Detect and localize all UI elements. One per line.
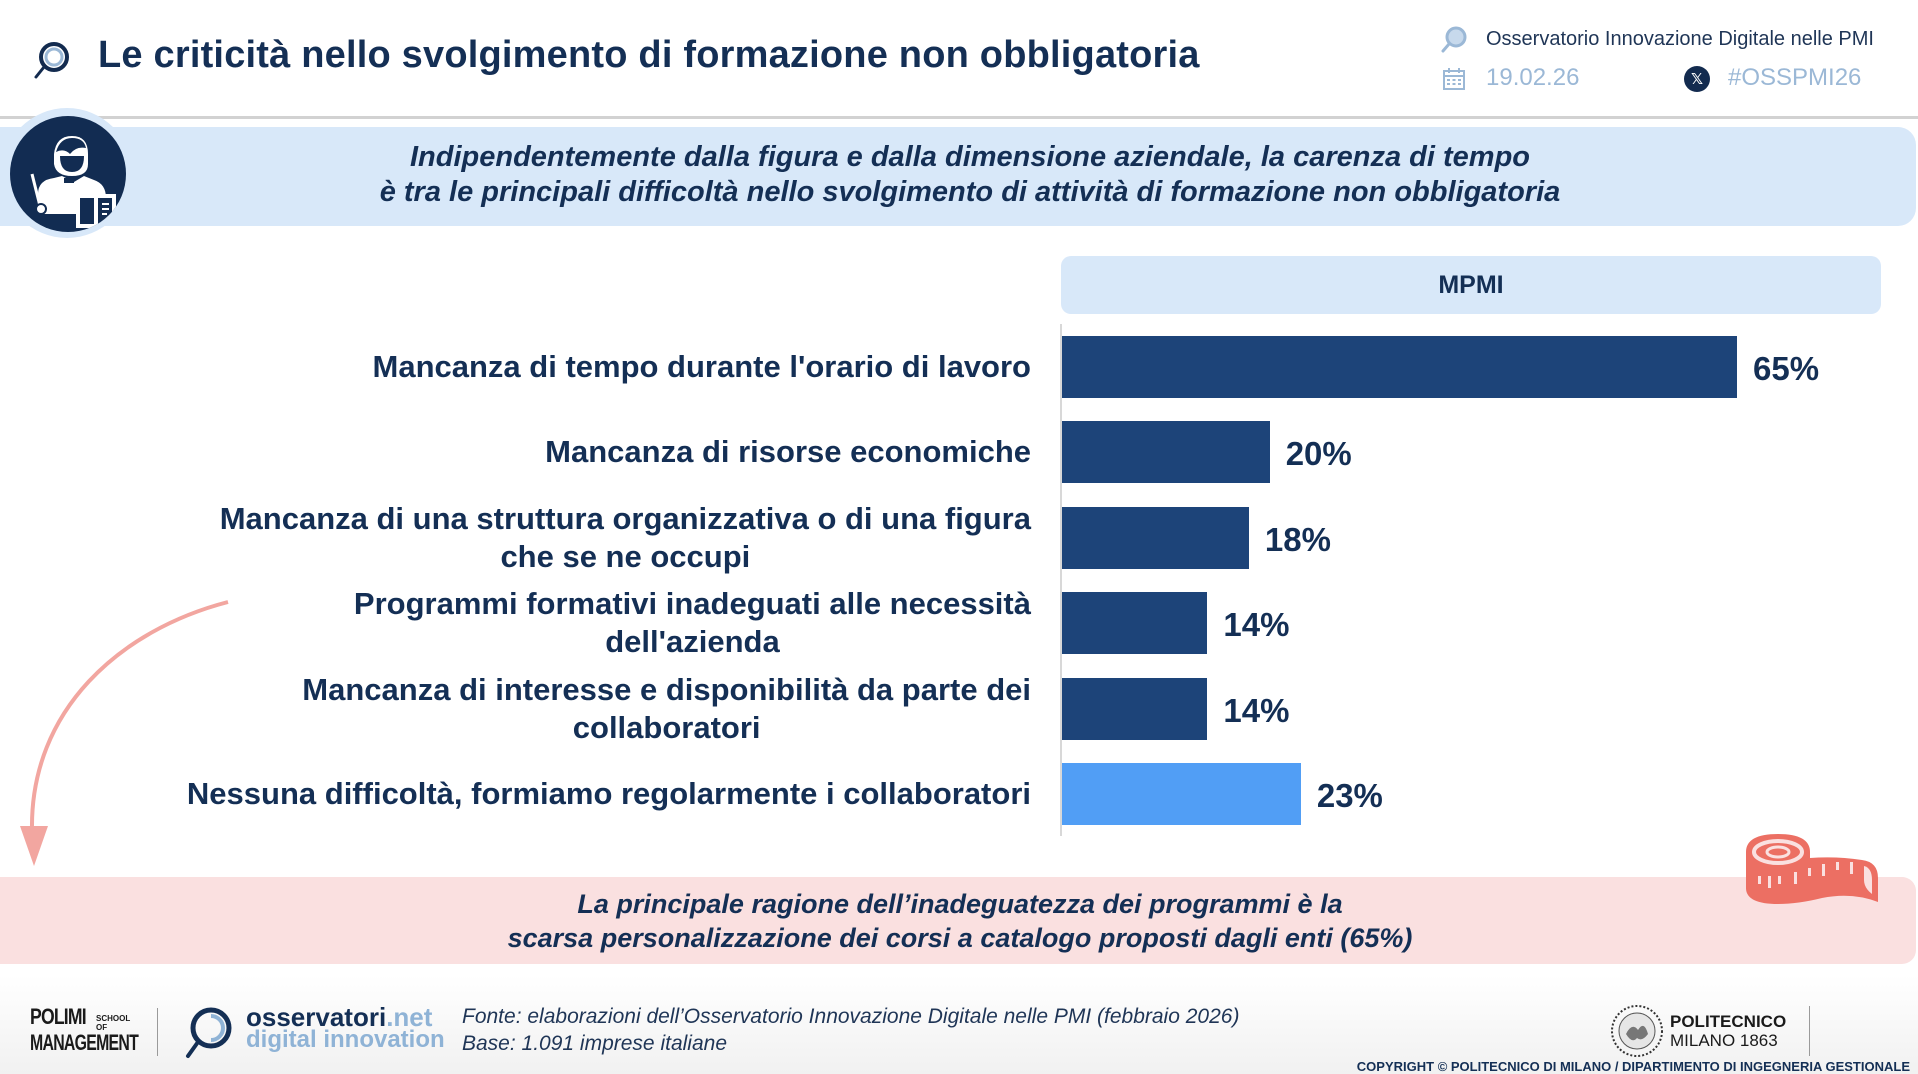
calendar-icon: [1443, 68, 1465, 90]
chart-axis-line: [1060, 324, 1062, 836]
callout-text: La principale ragione dell’inadeguatezza…: [300, 887, 1620, 955]
footer-divider: [157, 1008, 158, 1056]
category-label-line: Mancanza di tempo durante l'orario di la…: [372, 349, 1031, 384]
polimi-logo-school: SCHOOL OF: [96, 1014, 131, 1032]
category-label-text: Mancanza di interesse e disponibilità da…: [302, 671, 1031, 747]
base-note: Base: 1.091 imprese italiane: [462, 1032, 727, 1055]
politecnico-line1: POLITECNICO: [1670, 1012, 1787, 1031]
footer: [0, 975, 1918, 1074]
bar-value-label: 18%: [1264, 520, 1331, 558]
category-label-line: Mancanza di una struttura organizzativa …: [219, 500, 1031, 536]
category-label-line: che se ne occupi: [500, 538, 751, 574]
category-label: Nessuna difficoltà, formiamo regolarment…: [31, 754, 1031, 834]
insight-callout: [0, 877, 1916, 964]
date-label: 19.02.26: [1486, 64, 1580, 91]
curved-arrow-icon: [20, 600, 229, 866]
category-label: Mancanza di una struttura organizzativa …: [31, 498, 1031, 578]
category-label-text: Mancanza di tempo durante l'orario di la…: [373, 348, 1031, 386]
bar: [1062, 336, 1737, 398]
polimi-logo-line1: POLIMI: [30, 1004, 87, 1029]
category-label-text: Mancanza di risorse economiche: [545, 433, 1031, 471]
category-label-text: Mancanza di una struttura organizzativa …: [220, 500, 1031, 576]
column-header-mpmi: MPMI: [1061, 256, 1881, 314]
category-label: Mancanza di risorse economiche: [31, 412, 1031, 492]
magnifier-icon: [1441, 26, 1467, 53]
bar: [1062, 506, 1249, 569]
copyright-notice: COPYRIGHT © POLITECNICO DI MILANO / DIPA…: [1356, 1059, 1910, 1074]
bar-value-label: 14%: [1223, 606, 1290, 644]
bar-value-label: 20%: [1285, 435, 1352, 473]
magnifier-icon: [34, 42, 69, 79]
category-label: Programmi formativi inadeguati alle nece…: [31, 583, 1031, 663]
polimi-school-logo: POLIMI SCHOOL OF MANAGEMENT: [30, 1004, 142, 1056]
category-label: Mancanza di interesse e disponibilità da…: [31, 669, 1031, 749]
callout-line-2: scarsa personalizzazione dei corsi a cat…: [507, 923, 1413, 953]
key-finding-banner: [0, 127, 1916, 226]
x-logo-icon[interactable]: 𝕏: [1684, 66, 1710, 92]
category-label-line: Programmi formativi inadeguati alle nece…: [353, 586, 1031, 622]
page-title: Le criticità nello svolgimento di formaz…: [98, 34, 1200, 76]
bar: [1062, 421, 1270, 484]
bar: [1062, 592, 1208, 655]
category-label-line: dell'azienda: [605, 624, 780, 660]
banner-line-2: è tra le principali difficoltà nello svo…: [379, 176, 1561, 208]
bar: [1062, 763, 1301, 825]
header-divider: [0, 116, 1918, 119]
osservatori-logo-main: osservatori: [246, 1002, 387, 1032]
banner-text: Indipendentemente dalla figura e dalla d…: [150, 140, 1790, 210]
category-label-line: Nessuna difficoltà, formiamo regolarment…: [186, 776, 1031, 811]
politecnico-line2: MILANO 1863: [1670, 1031, 1778, 1050]
observatory-name: Osservatorio Innovazione Digitale nelle …: [1486, 28, 1874, 50]
polimi-logo-line2: MANAGEMENT: [30, 1030, 139, 1055]
teacher-icon: [10, 116, 126, 232]
banner-line-1: Indipendentemente dalla figura e dalla d…: [409, 141, 1530, 173]
category-label-line: collaboratori: [572, 709, 761, 745]
hashtag-link[interactable]: #OSSPMI26: [1728, 64, 1862, 91]
category-label-text: Programmi formativi inadeguati alle nece…: [354, 585, 1031, 661]
source-note: Fonte: elaborazioni dell’Osservatorio In…: [462, 1005, 1240, 1028]
osservatori-logo-tld: .net: [386, 1002, 433, 1032]
category-label-text: Nessuna difficoltà, formiamo regolarment…: [187, 775, 1031, 813]
footer-divider: [1809, 1006, 1810, 1056]
callout-line-1: La principale ragione dell’inadeguatezza…: [577, 889, 1343, 919]
politecnico-seal-icon: [1611, 1005, 1663, 1057]
bar: [1062, 677, 1208, 740]
category-label-line: Mancanza di risorse economiche: [545, 434, 1031, 470]
measuring-tape-icon: [1746, 834, 1878, 904]
osservatori-logo-icon: [186, 1007, 232, 1058]
bar-value-label: 65%: [1753, 350, 1820, 387]
category-label: Mancanza di tempo durante l'orario di la…: [31, 327, 1031, 407]
osservatori-logo-subtitle: digital innovation: [246, 1026, 445, 1053]
bar-value-label: 23%: [1316, 777, 1383, 814]
bar-value-label: 14%: [1223, 691, 1290, 729]
category-label-line: Mancanza di interesse e disponibilità da…: [302, 671, 1031, 707]
osservatori-logo-text: osservatori.net: [246, 1002, 432, 1033]
